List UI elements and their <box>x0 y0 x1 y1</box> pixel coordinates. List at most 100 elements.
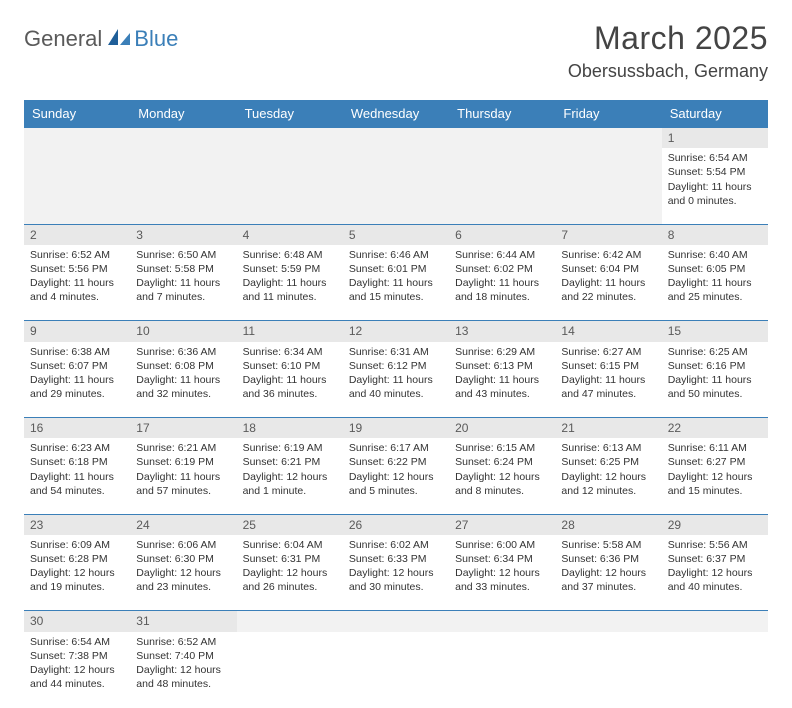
daylight-text: and 47 minutes. <box>561 387 655 401</box>
day-number-cell: 20 <box>449 418 555 439</box>
daylight-text: Daylight: 11 hours <box>136 276 230 290</box>
daylight-text: and 37 minutes. <box>561 580 655 594</box>
daylight-text: Daylight: 12 hours <box>136 566 230 580</box>
day-content-cell: Sunrise: 6:44 AMSunset: 6:02 PMDaylight:… <box>449 245 555 321</box>
sunset-text: Sunset: 5:59 PM <box>243 262 337 276</box>
day-content-cell <box>555 148 661 224</box>
daylight-text: and 30 minutes. <box>349 580 443 594</box>
day-number-cell: 9 <box>24 321 130 342</box>
day-number-cell: 6 <box>449 224 555 245</box>
daylight-text: Daylight: 12 hours <box>243 470 337 484</box>
sail-icon <box>106 27 132 52</box>
daylight-text: Daylight: 11 hours <box>349 373 443 387</box>
daylight-text: Daylight: 11 hours <box>668 373 762 387</box>
logo-text-general: General <box>24 26 102 52</box>
sunset-text: Sunset: 6:08 PM <box>136 359 230 373</box>
sunset-text: Sunset: 6:22 PM <box>349 455 443 469</box>
sunrise-text: Sunrise: 6:54 AM <box>30 635 124 649</box>
day-content-cell <box>237 148 343 224</box>
daylight-text: Daylight: 12 hours <box>455 566 549 580</box>
day-content-cell: Sunrise: 6:50 AMSunset: 5:58 PMDaylight:… <box>130 245 236 321</box>
day-number-cell: 22 <box>662 418 768 439</box>
sunset-text: Sunset: 6:36 PM <box>561 552 655 566</box>
month-title: March 2025 <box>568 20 768 57</box>
sunset-text: Sunset: 5:54 PM <box>668 165 762 179</box>
day-content-cell: Sunrise: 6:54 AMSunset: 5:54 PMDaylight:… <box>662 148 768 224</box>
sunset-text: Sunset: 6:15 PM <box>561 359 655 373</box>
day-content-cell: Sunrise: 6:54 AMSunset: 7:38 PMDaylight:… <box>24 632 130 708</box>
day-number-cell: 17 <box>130 418 236 439</box>
day-content-cell: Sunrise: 6:19 AMSunset: 6:21 PMDaylight:… <box>237 438 343 514</box>
daylight-text: and 7 minutes. <box>136 290 230 304</box>
day-content-cell: Sunrise: 6:15 AMSunset: 6:24 PMDaylight:… <box>449 438 555 514</box>
sunset-text: Sunset: 6:34 PM <box>455 552 549 566</box>
day-number-cell <box>24 128 130 149</box>
sunrise-text: Sunrise: 6:17 AM <box>349 441 443 455</box>
day-number-cell: 21 <box>555 418 661 439</box>
sunrise-text: Sunrise: 6:27 AM <box>561 345 655 359</box>
day-content-cell: Sunrise: 6:38 AMSunset: 6:07 PMDaylight:… <box>24 342 130 418</box>
sunrise-text: Sunrise: 6:23 AM <box>30 441 124 455</box>
daylight-text: and 26 minutes. <box>243 580 337 594</box>
day-content-cell: Sunrise: 6:46 AMSunset: 6:01 PMDaylight:… <box>343 245 449 321</box>
sunrise-text: Sunrise: 6:46 AM <box>349 248 443 262</box>
daylight-text: and 23 minutes. <box>136 580 230 594</box>
sunset-text: Sunset: 6:12 PM <box>349 359 443 373</box>
day-number-cell <box>449 611 555 632</box>
day-content-cell: Sunrise: 6:42 AMSunset: 6:04 PMDaylight:… <box>555 245 661 321</box>
day-content-cell: Sunrise: 6:48 AMSunset: 5:59 PMDaylight:… <box>237 245 343 321</box>
daylight-text: Daylight: 12 hours <box>243 566 337 580</box>
sunset-text: Sunset: 6:31 PM <box>243 552 337 566</box>
sunrise-text: Sunrise: 6:02 AM <box>349 538 443 552</box>
day-number-cell: 29 <box>662 514 768 535</box>
sunrise-text: Sunrise: 6:09 AM <box>30 538 124 552</box>
day-content-cell: Sunrise: 5:56 AMSunset: 6:37 PMDaylight:… <box>662 535 768 611</box>
day-content-cell <box>343 632 449 708</box>
day-number-cell: 11 <box>237 321 343 342</box>
day-number-cell: 8 <box>662 224 768 245</box>
sunrise-text: Sunrise: 6:36 AM <box>136 345 230 359</box>
day-content-cell <box>555 632 661 708</box>
day-content-cell: Sunrise: 6:11 AMSunset: 6:27 PMDaylight:… <box>662 438 768 514</box>
day-number-cell: 24 <box>130 514 236 535</box>
day-number-cell: 25 <box>237 514 343 535</box>
daylight-text: Daylight: 12 hours <box>455 470 549 484</box>
daylight-text: Daylight: 11 hours <box>30 373 124 387</box>
daylight-text: and 18 minutes. <box>455 290 549 304</box>
daylight-text: and 22 minutes. <box>561 290 655 304</box>
daylight-text: Daylight: 11 hours <box>243 373 337 387</box>
day-number-cell: 1 <box>662 128 768 149</box>
day-number-cell: 30 <box>24 611 130 632</box>
sunrise-text: Sunrise: 6:04 AM <box>243 538 337 552</box>
daylight-text: and 15 minutes. <box>349 290 443 304</box>
daylight-text: and 54 minutes. <box>30 484 124 498</box>
page-header: General Blue March 2025 Obersussbach, Ge… <box>24 20 768 82</box>
sunrise-text: Sunrise: 6:06 AM <box>136 538 230 552</box>
sunrise-text: Sunrise: 6:21 AM <box>136 441 230 455</box>
daylight-text: Daylight: 12 hours <box>561 566 655 580</box>
day-header: Saturday <box>662 100 768 128</box>
title-block: March 2025 Obersussbach, Germany <box>568 20 768 82</box>
sunset-text: Sunset: 6:07 PM <box>30 359 124 373</box>
daylight-text: and 32 minutes. <box>136 387 230 401</box>
daylight-text: Daylight: 12 hours <box>30 663 124 677</box>
sunset-text: Sunset: 6:33 PM <box>349 552 443 566</box>
logo-text-blue: Blue <box>134 26 178 52</box>
day-content-cell: Sunrise: 6:52 AMSunset: 5:56 PMDaylight:… <box>24 245 130 321</box>
daylight-text: Daylight: 11 hours <box>136 470 230 484</box>
daylight-text: and 15 minutes. <box>668 484 762 498</box>
sunset-text: Sunset: 6:02 PM <box>455 262 549 276</box>
daylight-text: Daylight: 12 hours <box>668 470 762 484</box>
sunrise-text: Sunrise: 6:13 AM <box>561 441 655 455</box>
day-content-cell <box>343 148 449 224</box>
day-number-cell: 19 <box>343 418 449 439</box>
sunrise-text: Sunrise: 6:54 AM <box>668 151 762 165</box>
day-content-cell: Sunrise: 6:21 AMSunset: 6:19 PMDaylight:… <box>130 438 236 514</box>
day-number-cell: 26 <box>343 514 449 535</box>
sunset-text: Sunset: 7:40 PM <box>136 649 230 663</box>
calendar-table: SundayMondayTuesdayWednesdayThursdayFrid… <box>24 100 768 708</box>
daylight-text: Daylight: 12 hours <box>349 470 443 484</box>
daylight-text: Daylight: 11 hours <box>136 373 230 387</box>
day-number-cell <box>343 128 449 149</box>
daylight-text: Daylight: 11 hours <box>349 276 443 290</box>
